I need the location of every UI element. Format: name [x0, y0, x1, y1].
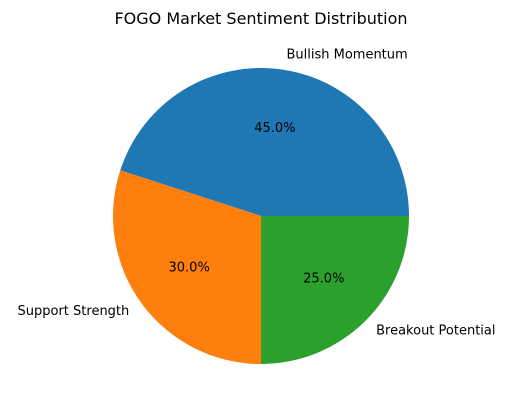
percent-label: 30.0%: [169, 261, 210, 276]
category-label: Support Strength: [18, 304, 130, 319]
pie-slices: [112, 67, 410, 364]
pie-labels: 45.0% Bullish Momentum 30.0% Support Streng…: [18, 48, 496, 339]
category-label: Bullish Momentum: [286, 48, 407, 63]
chart-title: FOGO Market Sentiment Distribution: [114, 9, 407, 28]
pie-slice-breakout-potential: [261, 216, 409, 364]
pie-slice-support-strength: [112, 170, 261, 364]
pie-slice-bullish-momentum: [120, 67, 410, 217]
category-label: Breakout Potential: [376, 324, 495, 339]
percent-label: 45.0%: [254, 121, 295, 136]
percent-label: 25.0%: [303, 271, 344, 286]
